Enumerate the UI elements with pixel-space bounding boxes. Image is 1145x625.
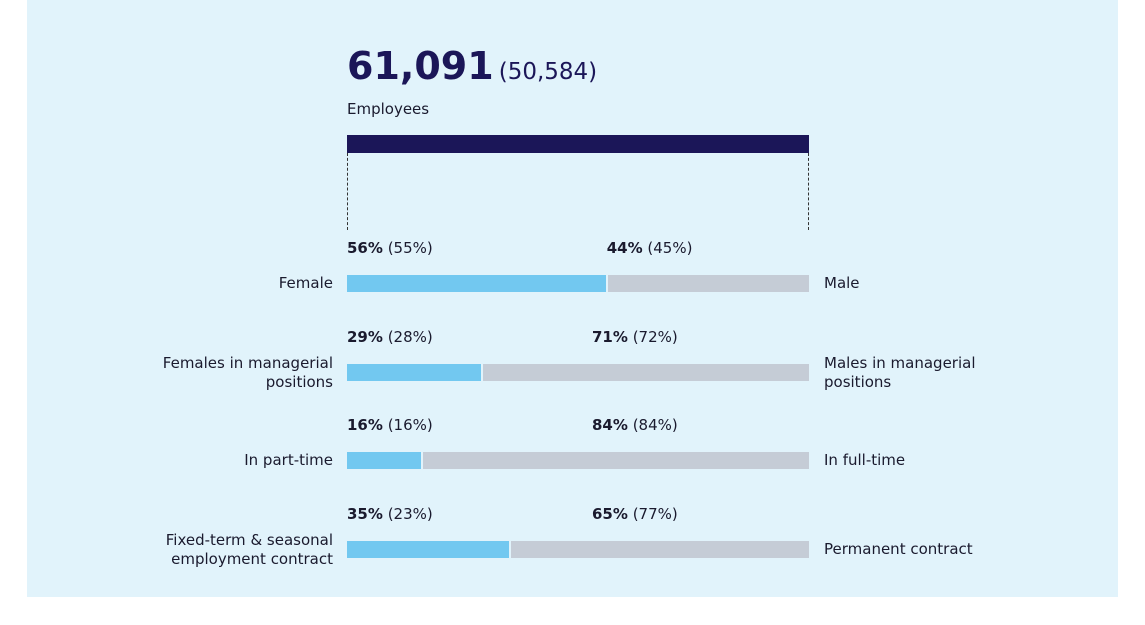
right-value: 65% (77%) [592, 505, 678, 524]
right-bar [422, 452, 809, 469]
right-value: 84% (84%) [592, 416, 678, 435]
right-bar [510, 541, 809, 558]
left-value: 56% (55%) [347, 239, 433, 258]
left-category: Female [278, 274, 333, 292]
previous-label: (77%) [632, 505, 678, 523]
value-label: 65% [592, 505, 628, 523]
previous-label: (55%) [387, 239, 433, 257]
previous-label: (72%) [632, 328, 678, 346]
left-bar [347, 452, 421, 469]
previous-label: (45%) [647, 239, 693, 257]
bracket-line [808, 153, 809, 230]
value-label: 44% [606, 239, 643, 257]
right-category: Males in managerial positions [824, 353, 976, 391]
right-bar [607, 275, 809, 292]
left-category: Fixed-term & seasonal employment contrac… [165, 530, 333, 568]
total-name: Employees [347, 100, 430, 118]
right-value: 44% (45%) [607, 239, 693, 258]
left-value: 16% (16%) [347, 416, 433, 435]
left-category: In part-time [244, 451, 333, 469]
headline: 61,091 (50,584) [347, 44, 597, 88]
previous-label: (28%) [387, 328, 433, 346]
right-value: 71% (72%) [592, 328, 678, 347]
right-category: In full-time [824, 451, 906, 469]
value-label: 84% [592, 416, 628, 434]
left-category: Females in managerial positions [162, 353, 333, 391]
right-bar [482, 364, 809, 381]
value-label: 35% [347, 505, 383, 523]
total-previous: (50,584) [498, 59, 598, 85]
right-category: Permanent contract [824, 540, 973, 558]
left-bar [347, 541, 509, 558]
total-bar [347, 135, 809, 153]
left-bar [347, 275, 606, 292]
left-value: 29% (28%) [347, 328, 433, 347]
value-label: 71% [592, 328, 628, 346]
bracket-line [347, 153, 348, 230]
previous-label: (16%) [387, 416, 433, 434]
previous-label: (23%) [387, 505, 433, 523]
left-bar [347, 364, 481, 381]
previous-label: (84%) [632, 416, 678, 434]
total-value: 61,091 [347, 44, 494, 88]
value-label: 29% [347, 328, 383, 346]
value-label: 16% [347, 416, 383, 434]
panel [27, 0, 1118, 597]
left-value: 35% (23%) [347, 505, 433, 524]
value-label: 56% [347, 239, 383, 257]
right-category: Male [824, 274, 860, 292]
